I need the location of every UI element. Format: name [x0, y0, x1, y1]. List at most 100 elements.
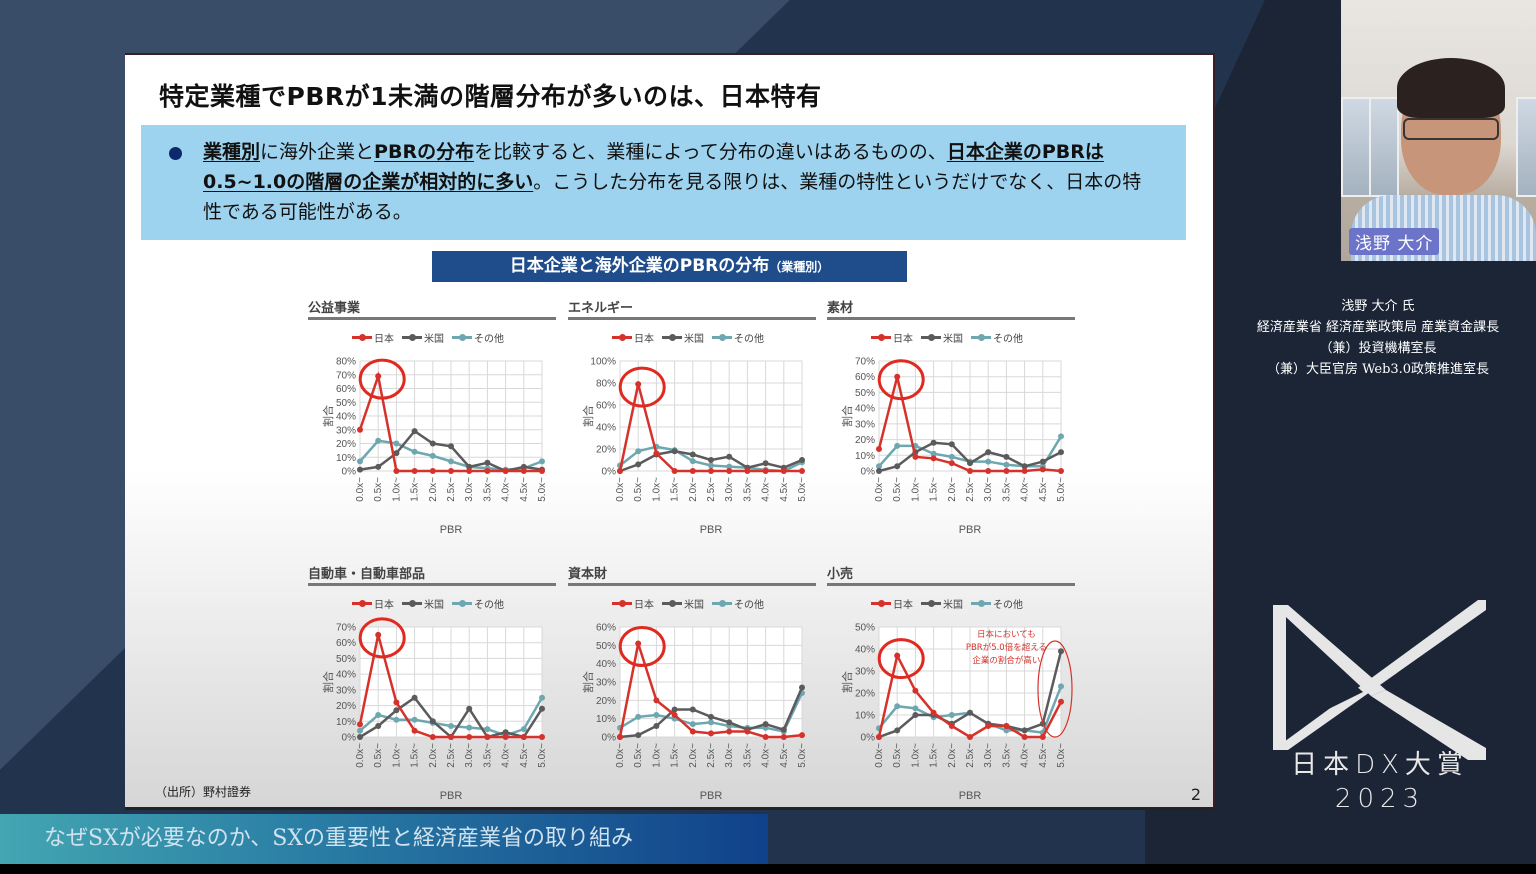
svg-text:2.0x~: 2.0x~	[428, 477, 439, 502]
svg-text:2.0x~: 2.0x~	[688, 477, 699, 502]
legend-item: 日本	[352, 596, 394, 611]
callout-emphasis: 日本企業のPBRは0.5~1.0の階層の企業が相対的に多い	[203, 141, 1104, 193]
legend-item: 米国	[662, 330, 704, 345]
svg-text:0.5x~: 0.5x~	[633, 477, 644, 502]
svg-text:60%: 60%	[855, 372, 875, 383]
svg-text:1.5x~: 1.5x~	[410, 743, 421, 768]
svg-text:PBR: PBR	[959, 790, 982, 802]
legend-swatch-icon	[662, 600, 682, 607]
svg-text:0%: 0%	[342, 467, 357, 478]
svg-text:2.5x~: 2.5x~	[965, 477, 976, 502]
svg-text:1.0x~: 1.0x~	[910, 743, 921, 768]
svg-text:40%: 40%	[596, 659, 616, 670]
line-chart: 0% 20% 40% 60% 80% 100% 0.0x~ 0.5x~ 1.0x~ 1.5x~ 2.…	[581, 357, 808, 537]
chart-legend: 日本 米国 その他	[352, 330, 504, 345]
legend-swatch-icon	[971, 600, 991, 607]
presentation-slide: 特定業種でPBRが1未満の階層分布が多いのは、日本特有 業種別に海外企業とPBR…	[125, 53, 1215, 810]
chart-panel-materials: 素材 日本 米国 その他 0% 10% 20% 30% 40% 50% 60% 70% 0.0x~ 0.5…	[827, 297, 1075, 547]
legend-item: その他	[452, 330, 504, 345]
banner-title: 日本企業と海外企業のPBRの分布	[509, 256, 770, 276]
svg-text:20%: 20%	[855, 435, 875, 446]
chart-panel-automobiles: 自動車・自動車部品 日本 米国 その他 0% 10% 20% 30% 40% 50% 60% 70% 0…	[308, 563, 556, 813]
legend-item: 米国	[921, 596, 963, 611]
legend-item: 米国	[402, 330, 444, 345]
legend-item: 米国	[662, 596, 704, 611]
svg-text:1.0x~: 1.0x~	[391, 477, 402, 502]
legend-item: 日本	[612, 330, 654, 345]
chart-title: 自動車・自動車部品	[308, 567, 426, 582]
svg-text:60%: 60%	[596, 401, 616, 412]
legend-swatch-icon	[352, 600, 372, 607]
svg-text:3.0x~: 3.0x~	[983, 743, 994, 768]
svg-text:60%: 60%	[596, 623, 616, 634]
svg-text:2.5x~: 2.5x~	[965, 743, 976, 768]
speaker-video-feed: 浅野 大介	[1341, 0, 1536, 261]
chart-panel-retail: 小売 日本 米国 その他 0% 10% 20% 30% 40% 50% 0.0x~ 0.5x~ 1.0x…	[827, 563, 1075, 813]
svg-text:40%: 40%	[336, 670, 356, 681]
svg-text:80%: 80%	[336, 357, 356, 368]
legend-swatch-icon	[402, 334, 422, 341]
chart-section-banner: 日本企業と海外企業のPBRの分布（業種別）	[432, 251, 907, 282]
line-chart: 0% 10% 20% 30% 40% 50% 60% 0.0x~ 0.5x~ 1.0x~ 1.5x~…	[581, 623, 808, 803]
svg-text:10%: 10%	[596, 714, 616, 725]
svg-text:4.5x~: 4.5x~	[1038, 477, 1049, 502]
dx-award-logo-icon	[1273, 600, 1486, 760]
svg-text:割合: 割合	[840, 405, 854, 427]
svg-text:10%: 10%	[855, 711, 875, 722]
svg-text:2.5x~: 2.5x~	[706, 743, 717, 768]
svg-text:100%: 100%	[590, 357, 616, 368]
letterbox-bar	[0, 864, 1536, 874]
svg-text:3.0x~: 3.0x~	[464, 477, 475, 502]
svg-text:2.0x~: 2.0x~	[428, 743, 439, 768]
callout-text: を比較すると、業種によって分布の違いはあるものの、	[474, 141, 947, 163]
chart-title-rule	[308, 583, 556, 586]
slide-title: 特定業種でPBRが1未満の階層分布が多いのは、日本特有	[159, 82, 822, 111]
speaker-title: （兼）投資機構室長	[1319, 341, 1437, 356]
legend-item: 米国	[402, 596, 444, 611]
svg-text:3.5x~: 3.5x~	[1001, 477, 1012, 502]
svg-text:0.5x~: 0.5x~	[373, 477, 384, 502]
svg-text:3.0x~: 3.0x~	[983, 477, 994, 502]
line-chart: 0% 10% 20% 30% 40% 50% 60% 70% 80% 0.0x~ 0.5x~ 1.0x…	[321, 357, 548, 537]
legend-item: 日本	[871, 596, 913, 611]
svg-text:割合: 割合	[321, 405, 335, 427]
svg-text:40%: 40%	[855, 645, 875, 656]
svg-text:2.5x~: 2.5x~	[706, 477, 717, 502]
callout-text: に海外企業と	[260, 141, 375, 163]
chart-legend: 日本 米国 その他	[612, 330, 764, 345]
dx-award-wordmark: 日本DX大賞 2023	[1268, 748, 1492, 816]
svg-text:5.0x~: 5.0x~	[537, 477, 548, 502]
svg-text:3.5x~: 3.5x~	[742, 743, 753, 768]
legend-swatch-icon	[712, 600, 732, 607]
svg-text:0.0x~: 0.0x~	[355, 477, 366, 502]
svg-text:70%: 70%	[336, 623, 356, 634]
legend-swatch-icon	[971, 334, 991, 341]
svg-text:0.5x~: 0.5x~	[633, 743, 644, 768]
svg-text:4.5x~: 4.5x~	[519, 743, 530, 768]
svg-text:0%: 0%	[861, 467, 876, 478]
svg-text:30%: 30%	[336, 425, 356, 436]
speaker-hair	[1397, 58, 1505, 118]
svg-text:2.5x~: 2.5x~	[446, 477, 457, 502]
legend-item: その他	[452, 596, 504, 611]
speaker-name: 浅野 大介 氏	[1341, 299, 1415, 314]
legend-swatch-icon	[871, 600, 891, 607]
banner-subtitle: （業種別）	[769, 260, 830, 274]
chart-panel-energy: エネルギー 日本 米国 その他 0% 20% 40% 60% 80% 100% 0.0x~ 0.5x~…	[568, 297, 816, 547]
svg-text:30%: 30%	[855, 667, 875, 678]
legend-swatch-icon	[921, 600, 941, 607]
svg-text:30%: 30%	[855, 419, 875, 430]
legend-swatch-icon	[612, 334, 632, 341]
svg-text:70%: 70%	[855, 357, 875, 368]
svg-text:40%: 40%	[855, 404, 875, 415]
svg-text:5.0x~: 5.0x~	[797, 743, 808, 768]
svg-text:PBR: PBR	[440, 524, 463, 536]
svg-text:10%: 10%	[336, 453, 356, 464]
chart-legend: 日本 米国 その他	[352, 596, 504, 611]
svg-text:3.5x~: 3.5x~	[1001, 743, 1012, 768]
svg-text:50%: 50%	[336, 398, 356, 409]
svg-text:4.0x~: 4.0x~	[761, 743, 772, 768]
chart-legend: 日本 米国 その他	[612, 596, 764, 611]
source-note: （出所）野村證券	[155, 785, 252, 799]
